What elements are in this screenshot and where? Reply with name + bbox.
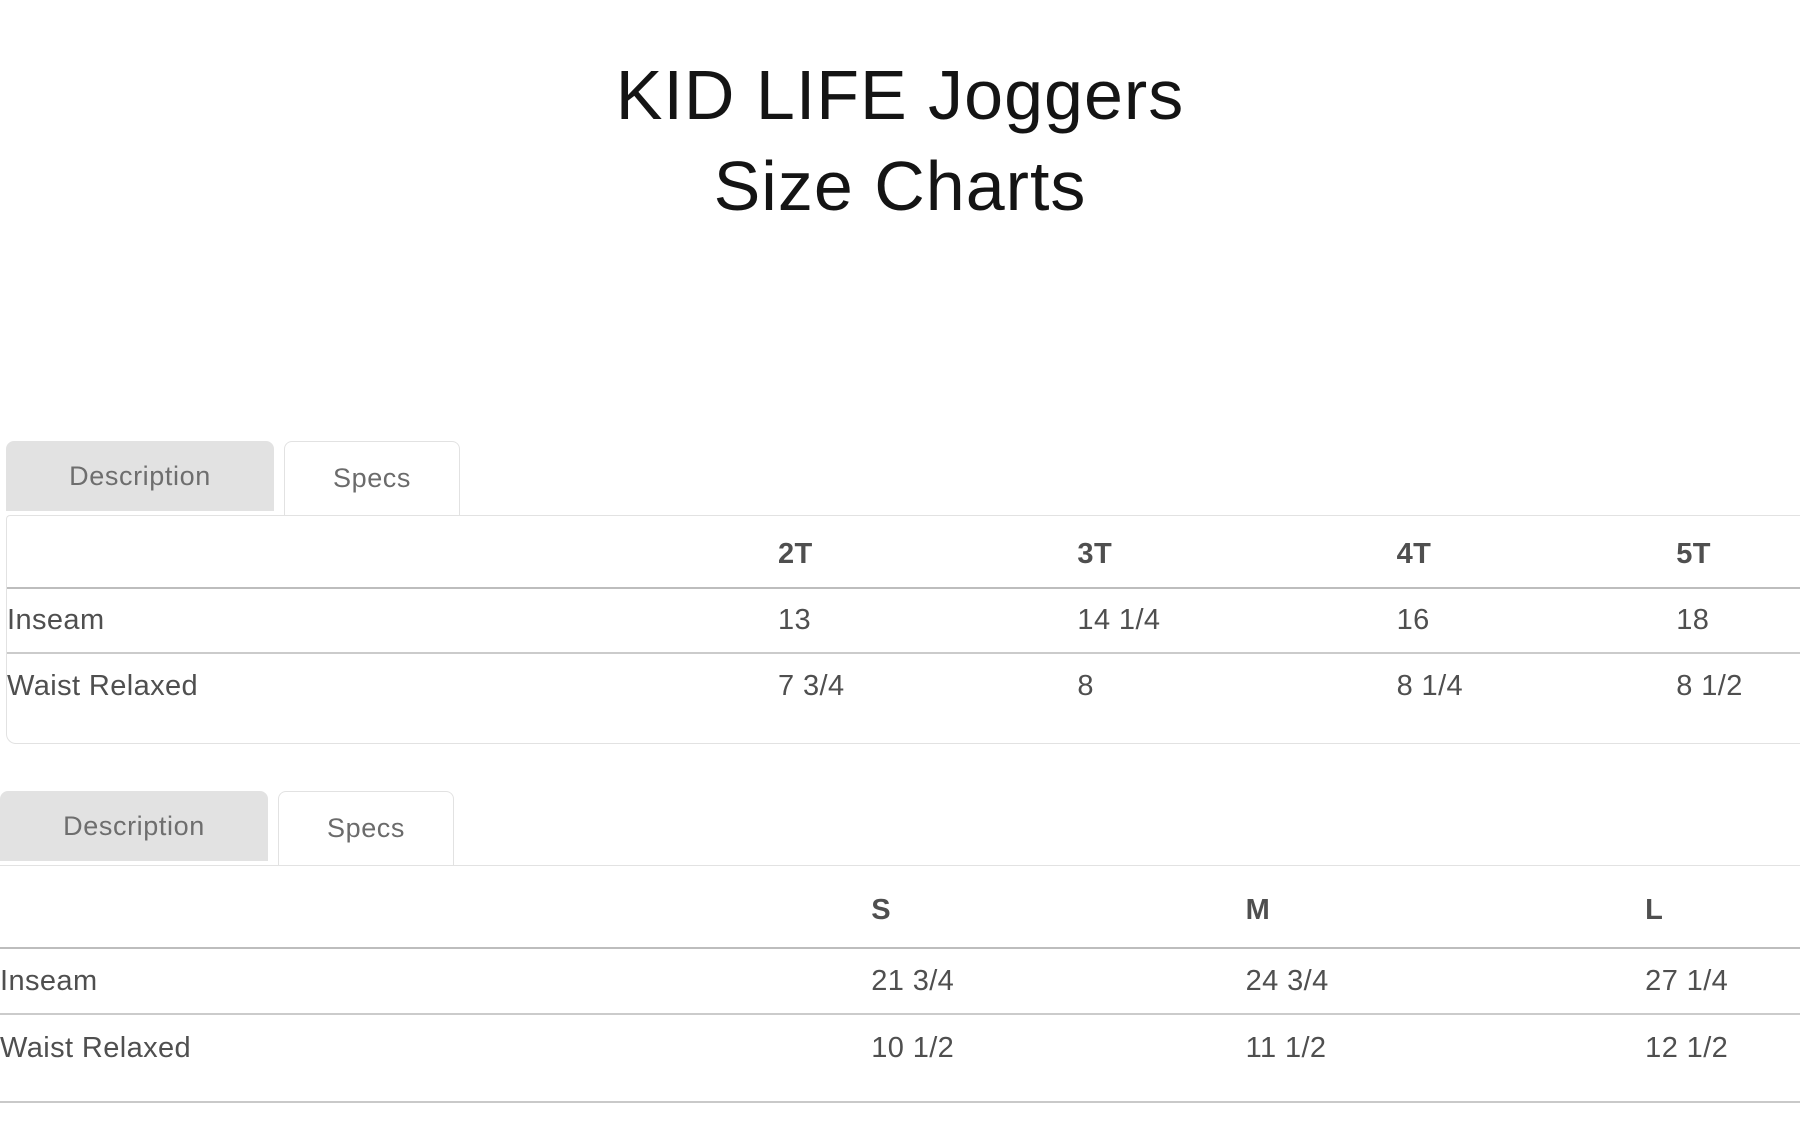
column-header-5t: 5T	[1676, 516, 1800, 589]
corner-cell	[0, 866, 872, 949]
size-cell: 16	[1396, 604, 1430, 636]
tab-specs[interactable]: Specs	[278, 791, 454, 865]
row-label: Inseam	[7, 604, 105, 636]
tab-description-label: Description	[63, 810, 205, 841]
size-chart-section-kids: Description Specs S M L Inseam 21 3	[0, 791, 1800, 1103]
size-cell: 12 1/2	[1645, 1013, 1800, 1101]
specs-panel-toddler: 2T 3T 4T 5T Inseam 13 14 1/4 16 18 Waist…	[6, 515, 1800, 744]
size-cell: 11 1/2	[1245, 1013, 1646, 1101]
size-cell: 14 1/4	[1077, 604, 1161, 636]
tab-description-label: Description	[69, 460, 211, 491]
tab-specs-label: Specs	[332, 463, 412, 493]
table-row-inseam: Inseam 13 14 1/4 16 18	[7, 588, 1800, 653]
tab-specs-label: Specs	[326, 813, 406, 843]
column-header-s: S	[871, 866, 1246, 949]
size-cell: 18	[1676, 604, 1710, 636]
header-row: 2T 3T 4T 5T	[7, 516, 1800, 589]
size-table-toddler: 2T 3T 4T 5T Inseam 13 14 1/4 16 18 Waist…	[7, 516, 1800, 743]
table-row-inseam: Inseam 21 3/4 24 3/4 27 1/4	[0, 948, 1800, 1014]
table-row-waist-relaxed: Waist Relaxed 7 3/4 8 8 1/4 8 1/2	[7, 652, 1800, 743]
column-header-m: M	[1245, 866, 1646, 949]
column-header-3t: 3T	[1077, 516, 1397, 589]
size-table-kids: S M L Inseam 21 3/4 24 3/4 27 1/4 Waist …	[0, 866, 1800, 1101]
column-header-2t: 2T	[778, 516, 1078, 589]
header-row: S M L	[0, 866, 1800, 949]
size-chart-section-toddler: Description Specs 2T 3T 4T 5T	[0, 441, 1800, 744]
page-title: KID LIFE Joggers Size Charts	[0, 0, 1800, 232]
tab-bar-toddler: Description Specs	[6, 441, 1800, 515]
tab-bar-kids: Description Specs	[0, 791, 1800, 865]
size-cell: 8 1/2	[1676, 652, 1800, 743]
page-title-line1: KID LIFE Joggers	[615, 56, 1185, 134]
row-label: Waist Relaxed	[0, 1013, 872, 1101]
size-cell: 13	[778, 604, 812, 636]
corner-cell	[7, 516, 778, 589]
size-cell: 8	[1077, 652, 1397, 743]
size-cell: 24 3/4	[1245, 965, 1329, 997]
tab-description[interactable]: Description	[0, 791, 268, 861]
size-cell: 27 1/4	[1645, 965, 1729, 997]
size-cell: 21 3/4	[871, 965, 955, 997]
table-row-waist-relaxed: Waist Relaxed 10 1/2 11 1/2 12 1/2	[0, 1013, 1800, 1101]
specs-panel-kids: S M L Inseam 21 3/4 24 3/4 27 1/4 Waist …	[0, 865, 1800, 1103]
size-cell: 8 1/4	[1396, 652, 1677, 743]
size-cell: 10 1/2	[871, 1013, 1246, 1101]
row-label: Inseam	[0, 965, 98, 997]
column-header-l: L	[1645, 866, 1800, 949]
tab-description[interactable]: Description	[6, 441, 274, 511]
column-header-4t: 4T	[1396, 516, 1677, 589]
row-label: Waist Relaxed	[7, 652, 778, 743]
page-title-line2: Size Charts	[713, 147, 1087, 225]
tab-specs[interactable]: Specs	[284, 441, 460, 515]
size-cell: 7 3/4	[778, 652, 1078, 743]
